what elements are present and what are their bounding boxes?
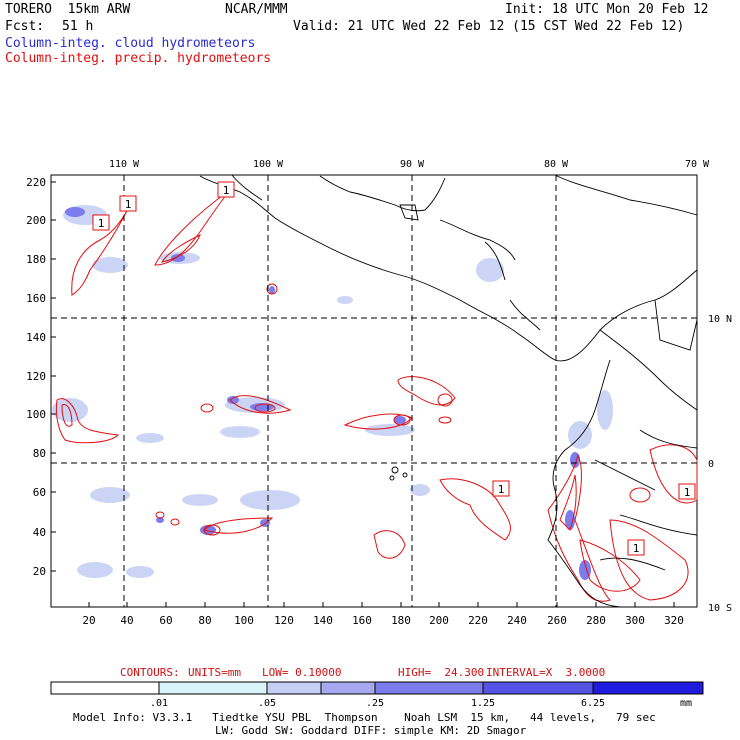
contours-units: UNITS=mm bbox=[188, 666, 241, 679]
contour-label: 1 bbox=[498, 483, 505, 496]
contours-label: CONTOURS: bbox=[120, 666, 180, 679]
contour-label: 1 bbox=[633, 542, 640, 555]
colorbar bbox=[50, 681, 704, 695]
y-tick-label: 160 bbox=[26, 292, 46, 305]
y-tick-label: 120 bbox=[26, 370, 46, 383]
x-tick-label: 120 bbox=[274, 614, 294, 627]
model-info-line1: Model Info: V3.3.1 Tiedtke YSU PBL Thomp… bbox=[73, 711, 656, 724]
y-tick-label: 200 bbox=[26, 214, 46, 227]
fcst-value: 51 h bbox=[62, 19, 94, 34]
lat-lon-grid bbox=[51, 175, 697, 607]
cloud-shading-dark bbox=[65, 207, 591, 580]
contours-low: LOW= 0.10000 bbox=[262, 666, 342, 679]
precip-contours bbox=[55, 189, 698, 602]
y-tick-label: 220 bbox=[26, 176, 46, 189]
x-tick-label: 20 bbox=[82, 614, 95, 627]
x-tick-label: 260 bbox=[547, 614, 567, 627]
lat-label: 10 N bbox=[708, 314, 732, 325]
model-info-line2: LW: Godd SW: Goddard DIFF: simple KM: 2D… bbox=[215, 724, 527, 737]
lon-label: 110 W bbox=[109, 159, 140, 170]
colorbar-label: 1.25 bbox=[471, 698, 495, 709]
x-tick-label: 80 bbox=[198, 614, 211, 627]
x-tick-label: 60 bbox=[159, 614, 172, 627]
y-tick-label: 20 bbox=[33, 565, 46, 578]
y-tick-label: 40 bbox=[33, 526, 46, 539]
y-tick-label: 140 bbox=[26, 331, 46, 344]
center-title: NCAR/MMM bbox=[225, 2, 288, 17]
lon-label: 100 W bbox=[253, 159, 284, 170]
valid-time: Valid: 21 UTC Wed 22 Feb 12 (15 CST Wed … bbox=[293, 19, 685, 34]
colorbar-label: .05 bbox=[258, 698, 276, 709]
contour-label: 1 bbox=[684, 486, 691, 499]
lon-label: 70 W bbox=[685, 159, 710, 170]
contour-label-boxes bbox=[92, 181, 696, 556]
colorbar-label: .01 bbox=[150, 698, 168, 709]
y-tick-label: 80 bbox=[33, 447, 46, 460]
y-tick-label: 180 bbox=[26, 253, 46, 266]
lon-label: 80 W bbox=[544, 159, 569, 170]
x-tick-label: 180 bbox=[391, 614, 411, 627]
contours-interval: INTERVAL=X 3.0000 bbox=[486, 666, 606, 679]
colorbar-label: .25 bbox=[366, 698, 384, 709]
x-tick-label: 280 bbox=[586, 614, 606, 627]
lat-label: 10 S bbox=[708, 603, 732, 614]
colorbar-label: 6.25 bbox=[581, 698, 605, 709]
x-tick-label: 300 bbox=[625, 614, 645, 627]
lat-label: 0 bbox=[708, 459, 714, 470]
contours-high: HIGH= 24.300 bbox=[398, 666, 485, 679]
legend-cloud: Column-integ. cloud hydrometeors bbox=[5, 36, 256, 51]
y-tick-label: 100 bbox=[26, 408, 46, 421]
x-tick-label: 100 bbox=[234, 614, 254, 627]
y-tick-label: 60 bbox=[33, 486, 46, 499]
legend-precip: Column-integ. precip. hydrometeors bbox=[5, 51, 272, 66]
contour-label: 1 bbox=[125, 198, 132, 211]
colorbar-unit: mm bbox=[680, 698, 692, 709]
contour-label: 1 bbox=[98, 217, 105, 230]
x-tick-label: 320 bbox=[664, 614, 684, 627]
contour-label: 1 bbox=[223, 184, 230, 197]
x-tick-label: 240 bbox=[507, 614, 527, 627]
x-tick-label: 160 bbox=[352, 614, 372, 627]
map-frame bbox=[50, 174, 698, 608]
lon-label: 90 W bbox=[400, 159, 425, 170]
x-tick-label: 140 bbox=[313, 614, 333, 627]
cloud-shading bbox=[52, 205, 613, 578]
init-time: Init: 18 UTC Mon 20 Feb 12 bbox=[505, 2, 709, 17]
x-tick-label: 200 bbox=[429, 614, 449, 627]
x-tick-label: 220 bbox=[468, 614, 488, 627]
x-tick-label: 40 bbox=[120, 614, 133, 627]
fcst-label: Fcst: bbox=[5, 19, 45, 34]
model-title: TORERO 15km ARW bbox=[5, 2, 131, 17]
axis-ticks bbox=[51, 181, 675, 607]
